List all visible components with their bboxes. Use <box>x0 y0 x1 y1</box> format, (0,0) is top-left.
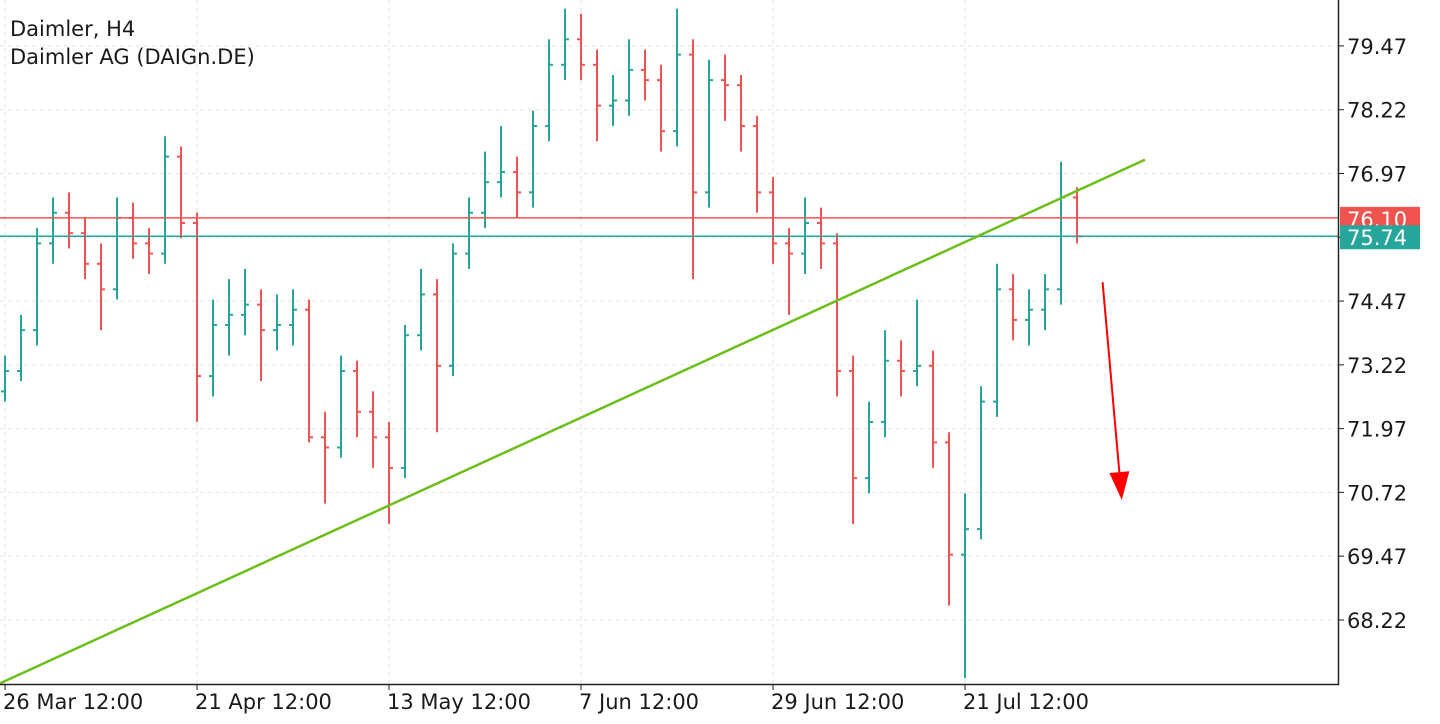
x-tick-label: 21 Apr 12:00 <box>195 690 332 714</box>
x-tick-label: 21 Jul 12:00 <box>963 690 1089 714</box>
y-tick-label: 71.97 <box>1347 418 1407 442</box>
y-tick-label: 68.22 <box>1347 609 1407 633</box>
axes: 68.2269.4770.7271.9773.2274.4775.7276.97… <box>3 35 1420 714</box>
x-tick-label: 29 Jun 12:00 <box>771 690 904 714</box>
arrow-head <box>1109 471 1130 501</box>
plot <box>0 8 1338 685</box>
y-tick-label: 73.22 <box>1347 354 1407 378</box>
y-tick-label: 74.47 <box>1347 290 1407 314</box>
x-tick-label: 13 May 12:00 <box>387 690 531 714</box>
x-tick-label: 26 Mar 12:00 <box>3 690 143 714</box>
y-tick-label: 69.47 <box>1347 545 1407 569</box>
y-tick-label: 78.22 <box>1347 99 1407 123</box>
price-label: 75.74 <box>1347 226 1407 250</box>
chart-subtitle: Daimler AG (DAIGn.DE) <box>10 45 255 69</box>
x-tick-label: 7 Jun 12:00 <box>579 690 699 714</box>
trend-line <box>0 158 1146 685</box>
chart-title: Daimler, H4 <box>10 17 135 41</box>
y-tick-label: 79.47 <box>1347 35 1407 59</box>
price-label-box <box>1340 225 1420 250</box>
arrow-shaft <box>1101 282 1121 473</box>
y-tick-label: 70.72 <box>1347 481 1407 505</box>
y-tick-label: 76.97 <box>1347 162 1407 186</box>
